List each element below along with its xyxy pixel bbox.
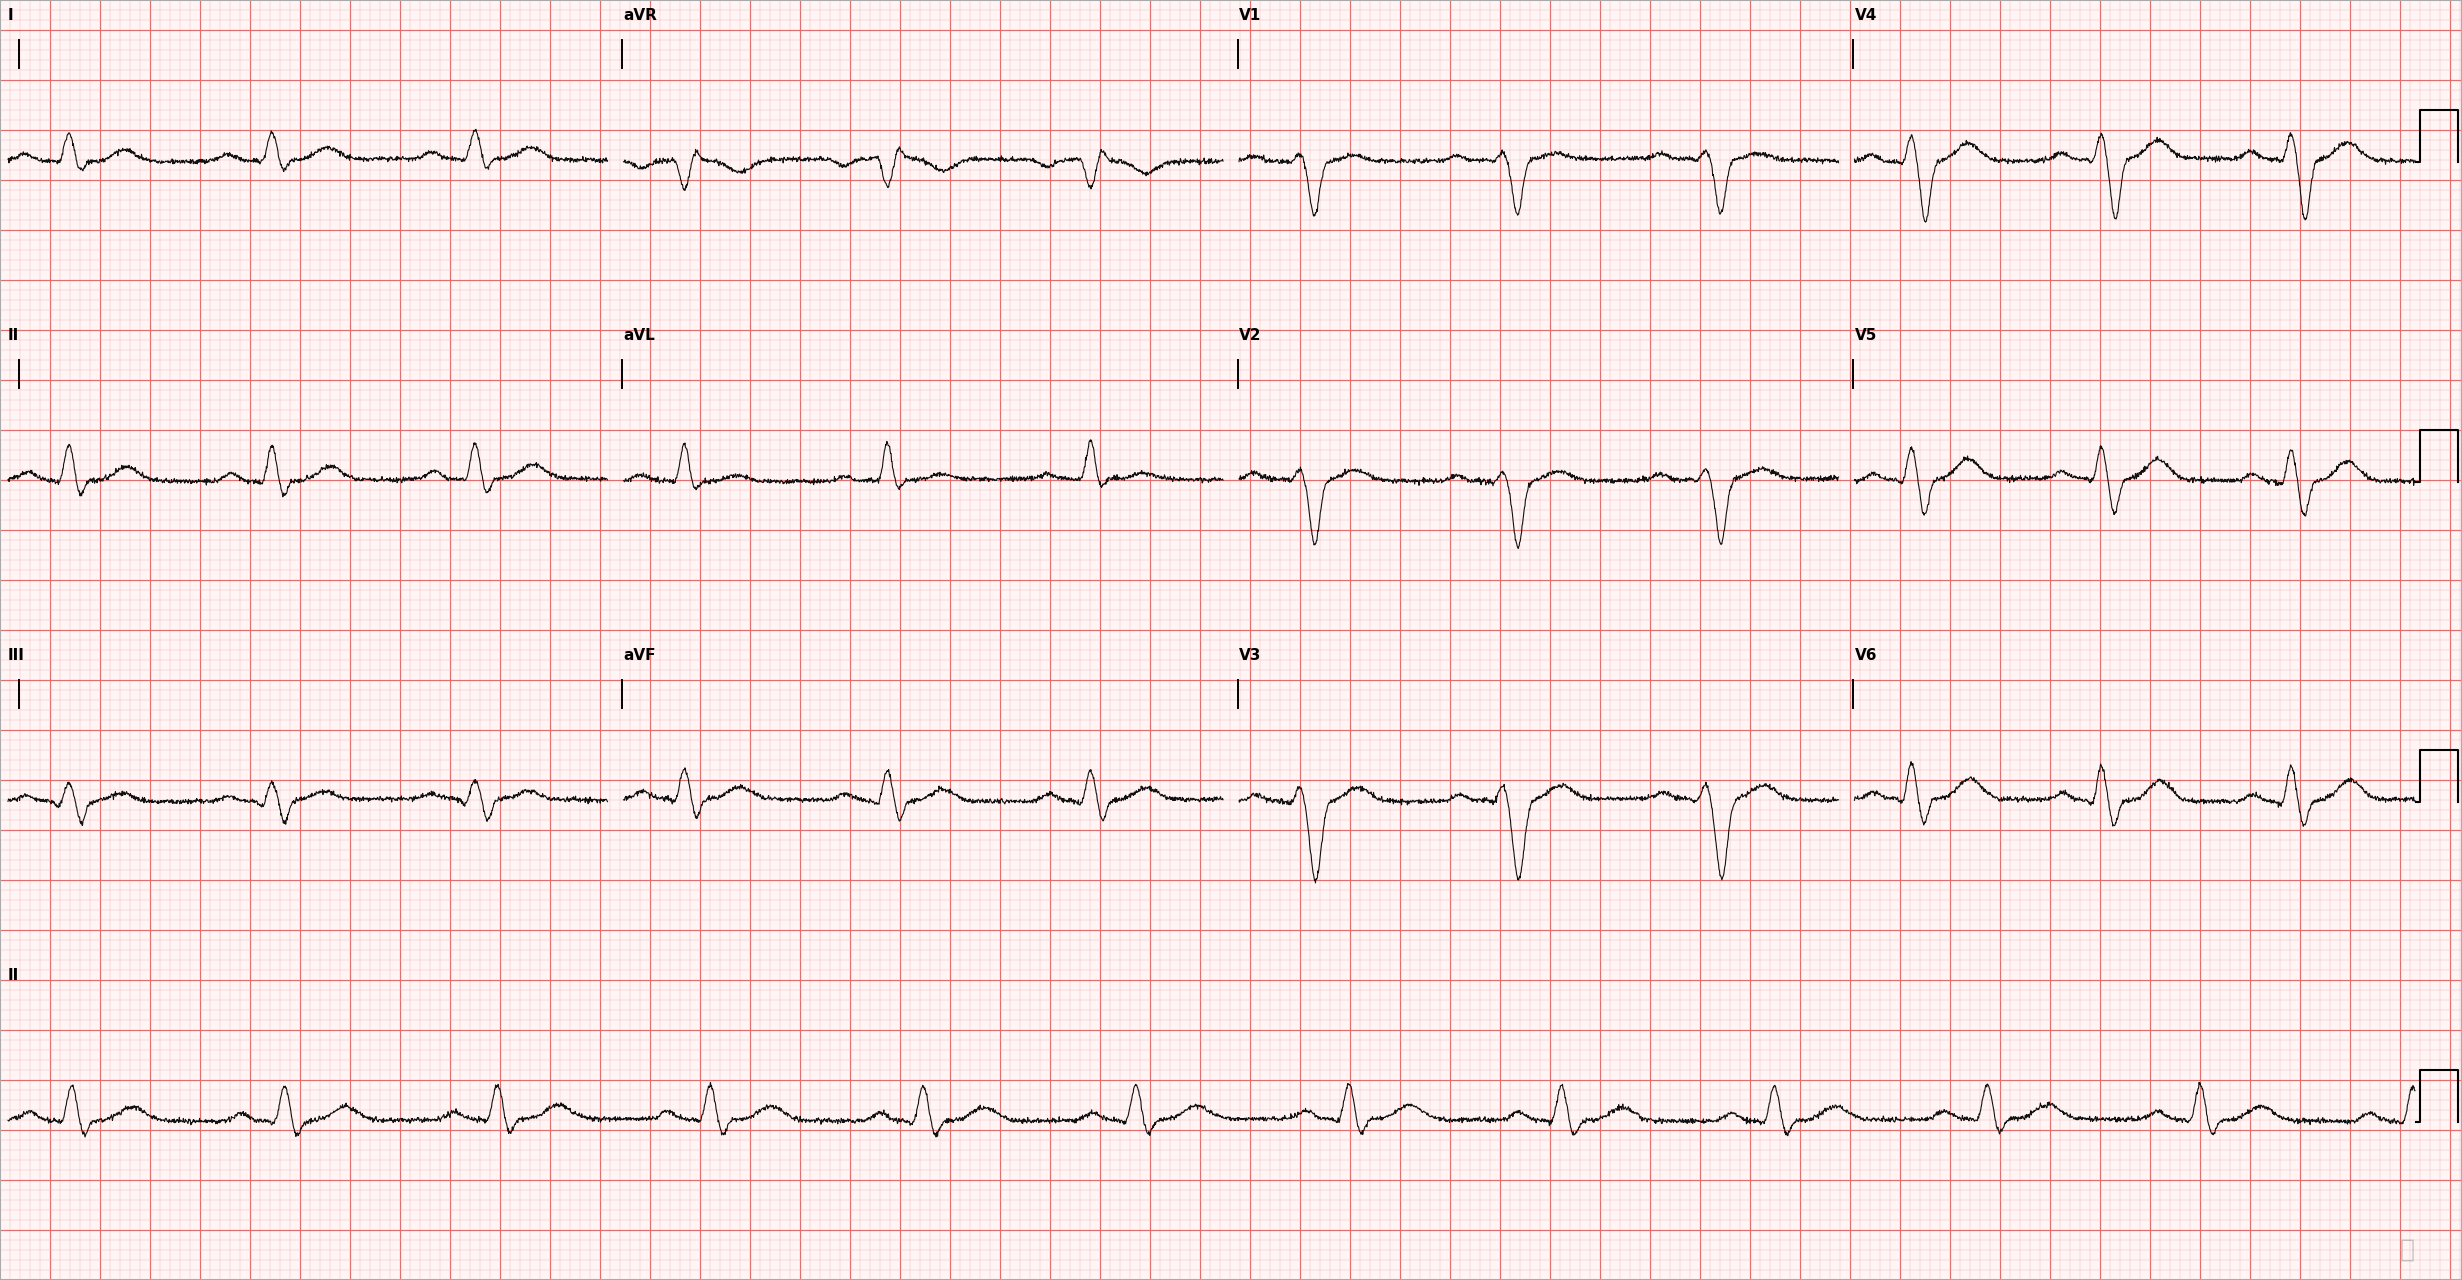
Text: V1: V1	[1238, 8, 1261, 23]
Text: III: III	[7, 648, 25, 663]
Text: aVR: aVR	[623, 8, 657, 23]
Text: 🦅: 🦅	[2400, 1238, 2415, 1262]
Text: V4: V4	[1854, 8, 1876, 23]
Text: V6: V6	[1854, 648, 1876, 663]
Text: aVF: aVF	[623, 648, 655, 663]
Text: I: I	[7, 8, 15, 23]
Text: V5: V5	[1854, 328, 1876, 343]
Text: V2: V2	[1238, 328, 1261, 343]
Text: II: II	[7, 328, 20, 343]
Text: V3: V3	[1238, 648, 1261, 663]
Text: aVL: aVL	[623, 328, 655, 343]
Text: II: II	[7, 968, 20, 983]
